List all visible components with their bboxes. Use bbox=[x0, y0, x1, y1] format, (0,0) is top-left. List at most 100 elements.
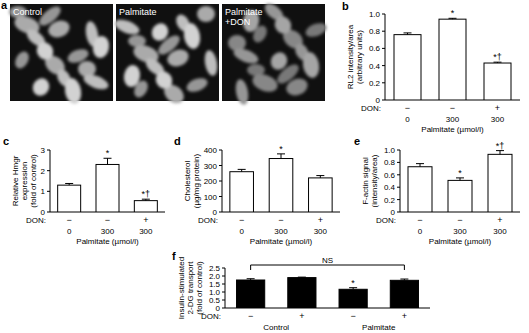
y-tick-label: 1.5 bbox=[209, 280, 221, 289]
panel-label: c bbox=[3, 135, 9, 147]
row-value: + bbox=[495, 103, 500, 113]
error-bar bbox=[238, 169, 246, 171]
bar bbox=[269, 159, 293, 212]
y-tick-label: 0.5 bbox=[209, 296, 221, 305]
y-tick-label: 0.8 bbox=[369, 27, 381, 36]
bar bbox=[448, 180, 472, 212]
y-tick-label: 1.0 bbox=[369, 10, 381, 19]
panel-label: e bbox=[354, 135, 360, 147]
row-value: 300 bbox=[491, 115, 505, 124]
nucleus bbox=[250, 23, 269, 45]
y-label: (intensity/area) bbox=[370, 154, 379, 207]
nucleus bbox=[272, 13, 295, 37]
significance: *† bbox=[493, 52, 502, 62]
row-name: DON: bbox=[198, 216, 218, 225]
bar bbox=[134, 201, 157, 212]
y-tick-label: 0.2 bbox=[369, 79, 381, 88]
bar bbox=[96, 164, 119, 212]
nucleus bbox=[234, 78, 250, 106]
bar bbox=[484, 63, 511, 100]
row-value: 0 bbox=[67, 227, 72, 236]
y-label: (fold of control) bbox=[29, 154, 38, 208]
y-axis bbox=[225, 268, 226, 308]
row-value: + bbox=[402, 311, 407, 321]
row-name: Palmitate (µmol/l) bbox=[76, 237, 139, 246]
row-value: − bbox=[105, 215, 110, 225]
bars bbox=[230, 154, 332, 212]
error-bar bbox=[316, 176, 324, 178]
row-value: 0 bbox=[239, 227, 244, 236]
group-label: Palmitate bbox=[362, 323, 396, 332]
y-axis bbox=[50, 150, 51, 212]
nucleus bbox=[91, 35, 111, 59]
row-value: 300 bbox=[139, 227, 153, 236]
y-label: (µg/mg protein) bbox=[192, 153, 201, 208]
panel-label: f bbox=[172, 250, 176, 262]
error-bar bbox=[400, 279, 408, 280]
y-tick-label: 3 bbox=[41, 146, 46, 155]
nucleus bbox=[250, 71, 280, 95]
row-value: + bbox=[143, 215, 148, 225]
caption: Palmitate bbox=[119, 7, 157, 17]
nuclei bbox=[9, 3, 111, 105]
y-label: (fold of control) bbox=[195, 261, 204, 315]
significance: * bbox=[451, 8, 455, 18]
nucleus bbox=[228, 35, 246, 51]
y-tick-label: 300 bbox=[204, 162, 218, 171]
error-bar bbox=[277, 154, 285, 159]
micrograph bbox=[116, 4, 219, 101]
row-value: − bbox=[457, 215, 462, 225]
row-name: DON: bbox=[201, 312, 221, 321]
nucleus bbox=[131, 78, 150, 100]
nucleus bbox=[34, 39, 57, 63]
error-bar bbox=[104, 158, 112, 164]
micrograph bbox=[10, 4, 113, 101]
caption: Palmitate bbox=[225, 7, 263, 17]
group-label: Control bbox=[263, 323, 289, 332]
bracket bbox=[251, 265, 405, 270]
bar bbox=[309, 178, 333, 212]
significance: *† bbox=[142, 189, 151, 199]
row-value: + bbox=[318, 215, 323, 225]
nucleus bbox=[197, 6, 215, 22]
bracket-label: NS bbox=[322, 256, 333, 265]
y-tick-label: 2 bbox=[41, 167, 46, 176]
panel-label: d bbox=[174, 135, 181, 147]
nucleus bbox=[165, 47, 191, 70]
bars bbox=[394, 18, 511, 100]
row-value: 300 bbox=[493, 227, 507, 236]
nucleus bbox=[82, 72, 111, 92]
y-tick-label: 1.0 bbox=[384, 146, 396, 155]
bars bbox=[58, 158, 158, 212]
row-name: Palmitate (µmol/l) bbox=[421, 125, 484, 134]
y-axis bbox=[385, 14, 386, 100]
y-label: Insulin-stimulated bbox=[177, 257, 186, 319]
nucleus bbox=[113, 17, 142, 37]
error-bar bbox=[247, 279, 255, 280]
row-value: 0 bbox=[418, 227, 423, 236]
bar bbox=[339, 289, 367, 308]
y-axis bbox=[222, 150, 223, 212]
y-label: (arbitrary units) bbox=[355, 30, 364, 84]
nucleus bbox=[304, 21, 329, 40]
row-name: DON: bbox=[26, 216, 46, 225]
significance: * bbox=[351, 278, 355, 288]
row-value: 300 bbox=[446, 115, 460, 124]
row-value: − bbox=[405, 103, 410, 113]
nucleus bbox=[232, 46, 261, 66]
row-value: 300 bbox=[314, 227, 328, 236]
y-tick-label: 0.2 bbox=[384, 196, 396, 205]
nuclei bbox=[113, 6, 219, 107]
bar bbox=[390, 280, 418, 308]
bar bbox=[237, 280, 265, 308]
y-tick-label: 0.6 bbox=[384, 171, 396, 180]
row-value: − bbox=[450, 103, 455, 113]
nucleus bbox=[46, 18, 72, 41]
row-name: Palmitate (µmol/l) bbox=[250, 237, 313, 246]
y-tick-label: 0.4 bbox=[384, 183, 396, 192]
y-tick-label: 2.5 bbox=[209, 264, 221, 273]
bar bbox=[288, 278, 316, 308]
row-value: − bbox=[278, 215, 283, 225]
y-tick-label: 1 bbox=[41, 187, 46, 196]
nucleus bbox=[185, 76, 210, 95]
